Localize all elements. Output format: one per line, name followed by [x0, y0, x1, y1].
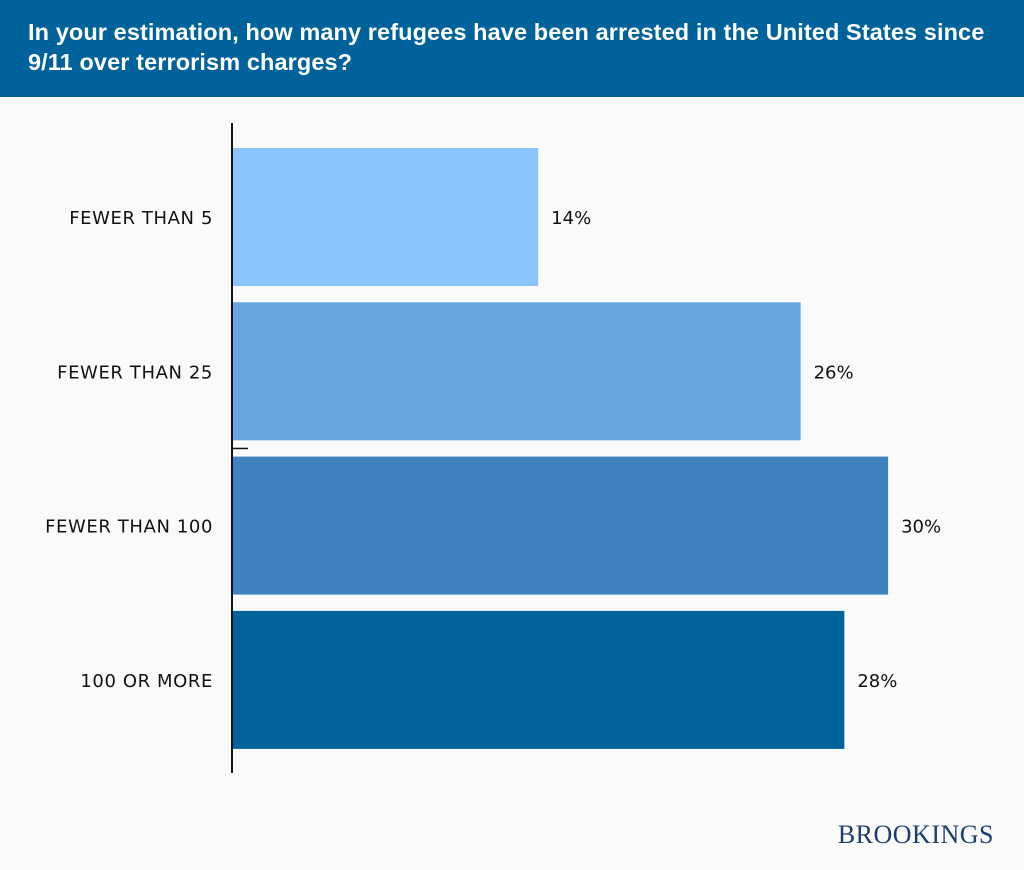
category-label-1: FEWER THAN 5 [69, 208, 213, 229]
title-banner: In your estimation, how many refugees ha… [0, 0, 1024, 97]
bar-4 [232, 610, 845, 749]
chart-title: In your estimation, how many refugees ha… [28, 19, 985, 75]
bar-3 [232, 456, 889, 595]
category-label-4: 100 OR MORE [80, 671, 213, 692]
value-label-4: 28% [857, 671, 897, 692]
bar-2 [232, 302, 801, 441]
bar-chart: FEWER THAN 5 14% FEWER THAN 25 26% FEWER THA… [45, 123, 941, 773]
value-label-2: 26% [814, 362, 854, 383]
category-label-2: FEWER THAN 25 [57, 362, 213, 383]
category-label-3: FEWER THAN 100 [45, 517, 213, 538]
value-label-3: 30% [901, 517, 941, 538]
bar-1 [232, 148, 539, 286]
value-label-1: 14% [551, 208, 591, 229]
brookings-logo: BROOKINGS [837, 820, 994, 849]
